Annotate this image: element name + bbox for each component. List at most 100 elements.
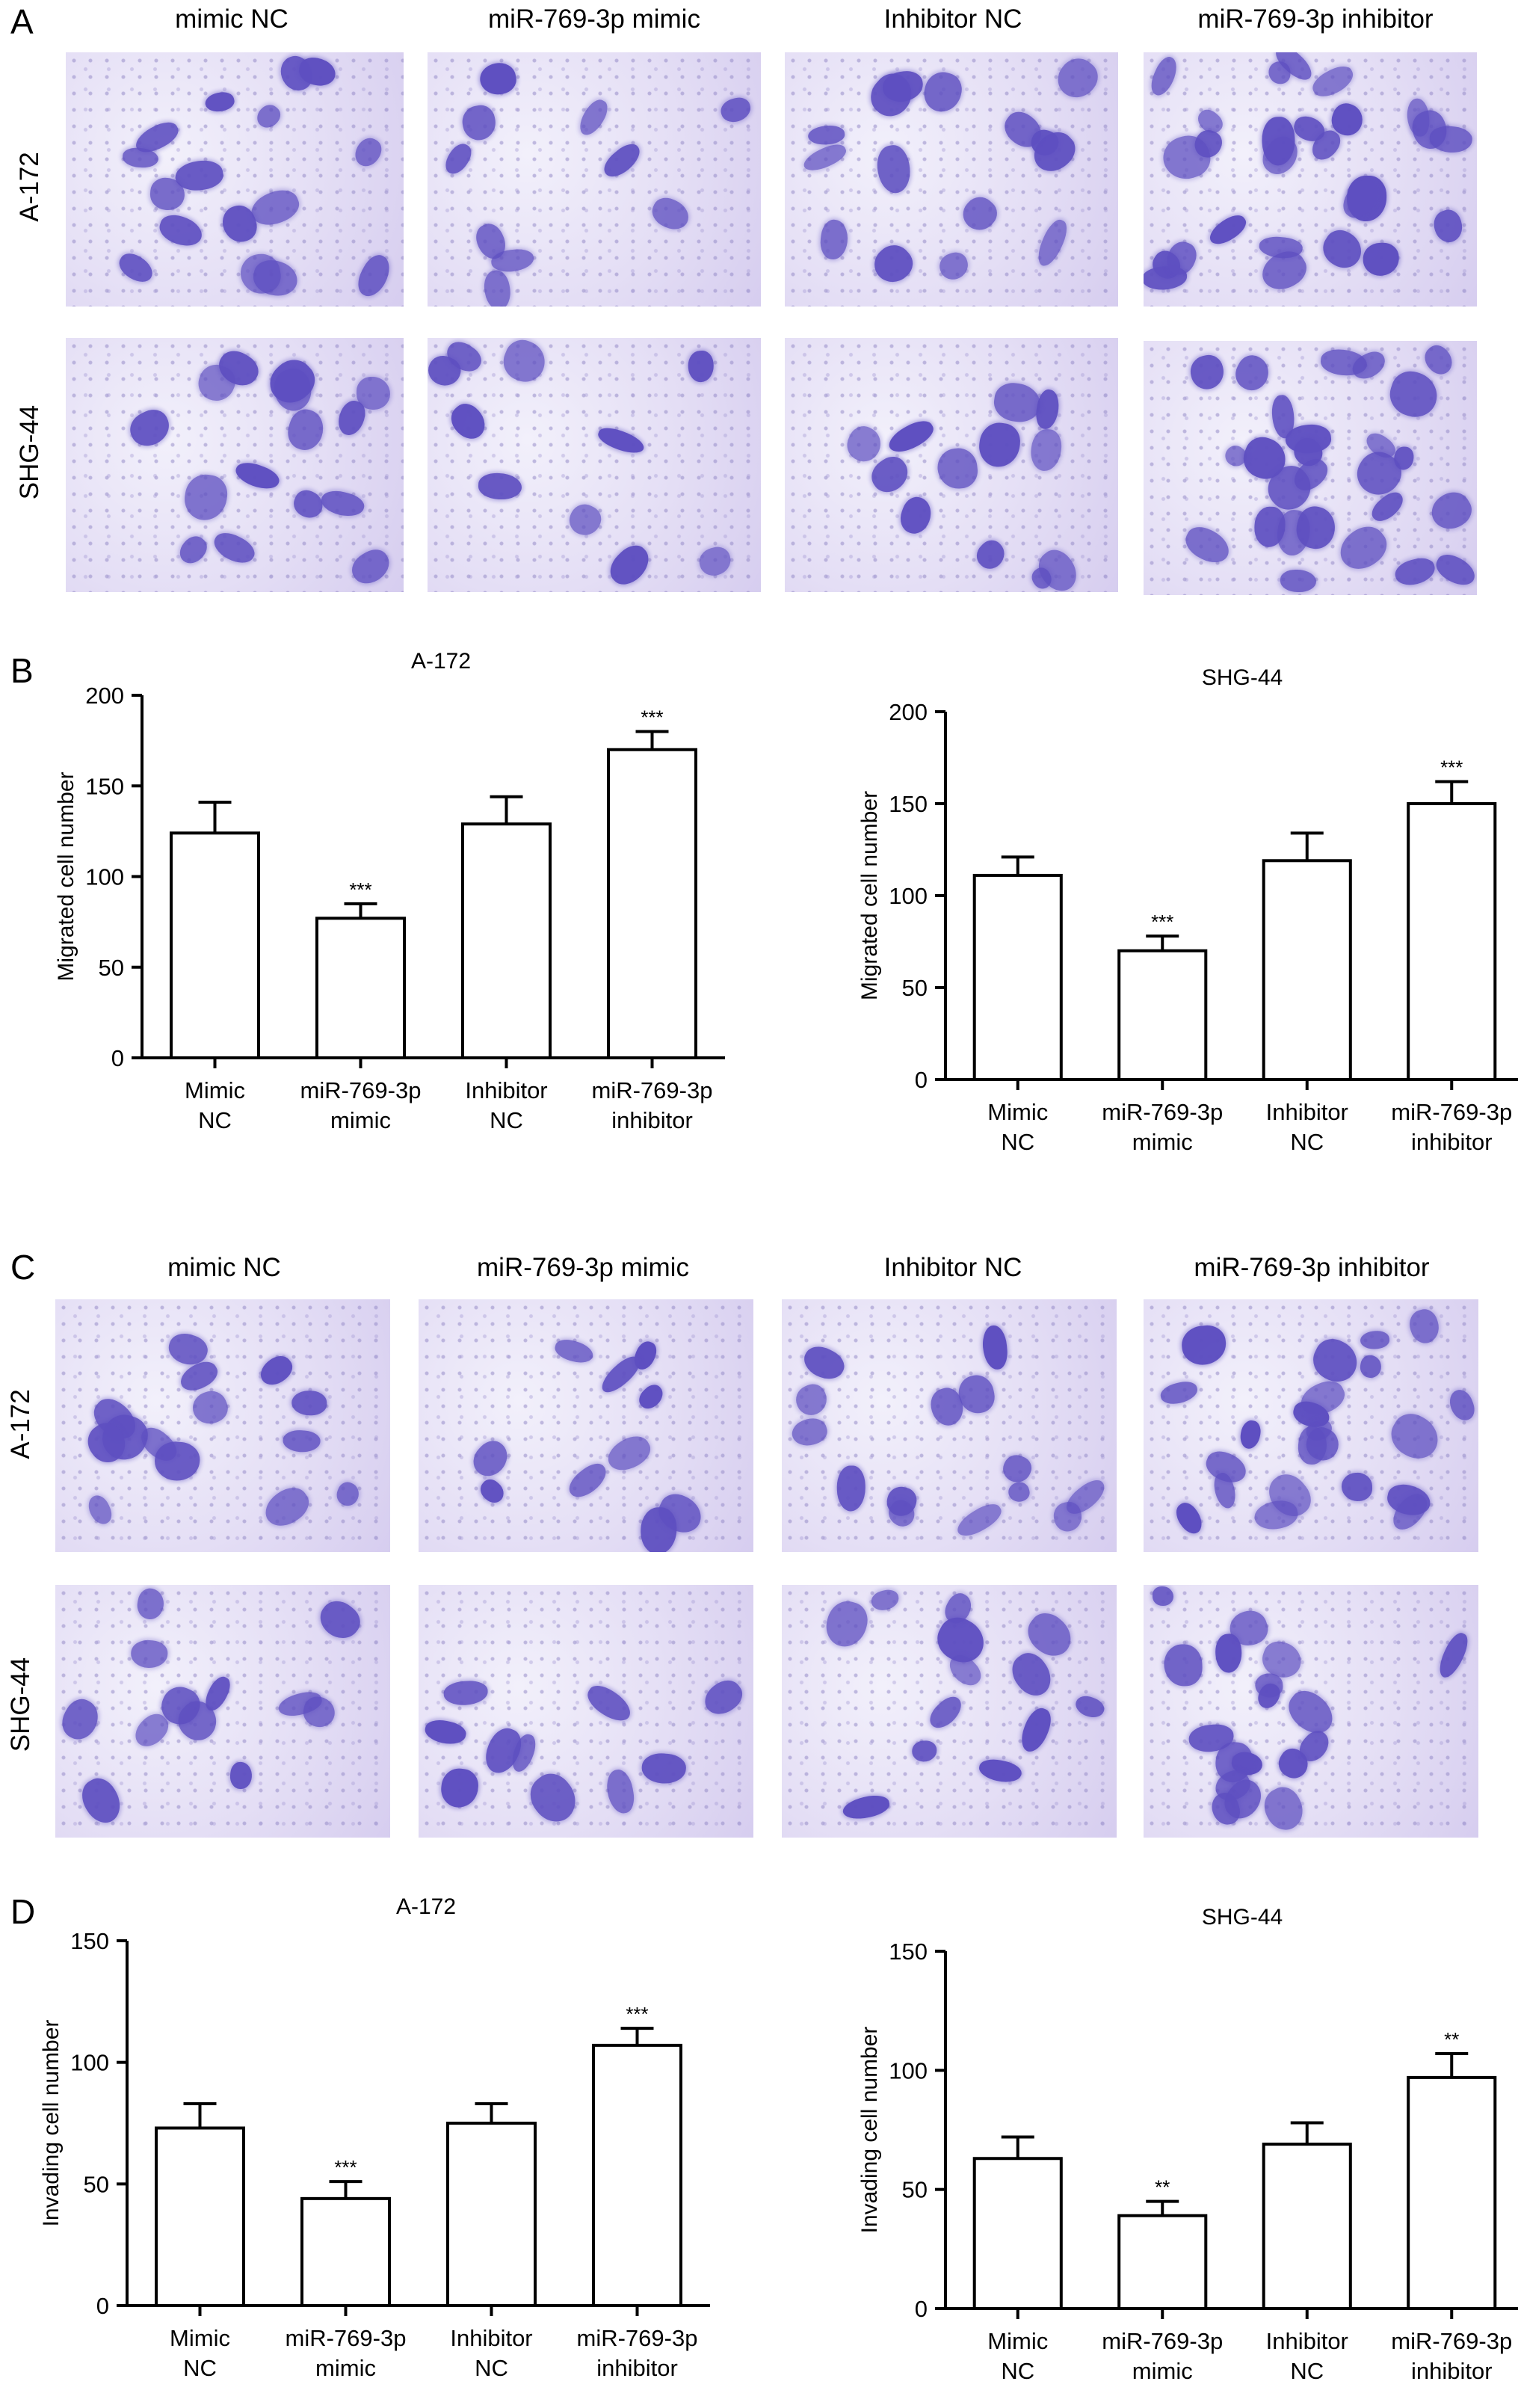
x-tick-label: Mimic <box>185 1077 245 1103</box>
x-tick-label: inhibitor <box>1411 1129 1493 1155</box>
x-tick-label: miR-769-3p <box>592 1077 713 1103</box>
micrograph <box>419 1299 753 1552</box>
bar <box>461 822 552 1060</box>
bar <box>592 2043 682 2307</box>
significance-label: *** <box>1440 756 1463 778</box>
x-tick-label: miR-769-3p <box>1391 2328 1512 2354</box>
chart-title: SHG-44 <box>1202 1905 1283 1930</box>
y-axis-label: Migrated cell number <box>54 772 78 981</box>
col-title-mir-mimic: miR-769-3p mimic <box>488 4 700 34</box>
micrograph <box>1144 52 1477 307</box>
x-tick-label: inhibitor <box>596 2355 678 2381</box>
bar <box>1262 859 1352 1081</box>
x-tick-label: Mimic <box>987 2328 1048 2354</box>
micrograph <box>785 52 1118 307</box>
bar <box>1407 802 1497 1081</box>
micrograph <box>55 1299 390 1552</box>
stained-cell <box>1153 1586 1173 1606</box>
y-tick-label: 100 <box>85 864 124 890</box>
micrograph <box>428 52 761 307</box>
bar <box>1117 949 1208 1081</box>
chart-svg: A-172 0 50 100 150 Invading cell number Mimic N… <box>39 1894 710 2381</box>
col-title-inhibitor-nc: Inhibitor NC <box>883 1253 1022 1282</box>
y-tick-label: 100 <box>70 2050 109 2076</box>
y-axis-label: Migrated cell number <box>857 791 882 1000</box>
y-tick-label: 200 <box>889 699 928 725</box>
micrograph <box>782 1585 1117 1838</box>
bar <box>1407 2075 1497 2310</box>
row-label-shg44: SHG-44 <box>6 1657 35 1752</box>
y-tick-label: 50 <box>99 955 124 981</box>
bar <box>1117 2214 1208 2310</box>
x-tick-label: miR-769-3p <box>286 2325 407 2351</box>
x-tick-label: Inhibitor <box>1266 1099 1348 1125</box>
micrograph <box>782 1299 1117 1552</box>
chart-title: A-172 <box>411 649 471 674</box>
chart-svg: SHG-44 0 50 100 150 Invading cell number Mimic… <box>857 1905 1518 2384</box>
x-tick-label: NC <box>183 2355 217 2381</box>
bar <box>170 831 260 1060</box>
col-title-mimic-nc: mimic NC <box>175 4 289 34</box>
row-label-shg44: SHG-44 <box>15 404 44 500</box>
bar <box>1262 2143 1352 2310</box>
significance-label: *** <box>334 2156 357 2178</box>
x-tick-label: miR-769-3p <box>1391 1099 1512 1125</box>
y-axis-label: Invading cell number <box>39 2020 64 2227</box>
micrograph <box>1144 1299 1478 1552</box>
y-tick-label: 150 <box>889 791 928 817</box>
chart-svg: A-172 0 50 100 150 200 Migrated cell number Mim… <box>54 649 725 1133</box>
x-tick-label: Mimic <box>170 2325 230 2351</box>
col-title-inhibitor-nc: Inhibitor NC <box>883 4 1022 34</box>
x-tick-label: mimic <box>330 1107 391 1133</box>
micrograph <box>55 1585 390 1838</box>
x-tick-label: NC <box>1290 1129 1324 1155</box>
micrograph <box>66 338 404 592</box>
x-tick-label: Inhibitor <box>1266 2328 1348 2354</box>
chart-d-shg44: SHG-44 0 50 100 150 Invading cell number Mimic… <box>0 1884 1518 2404</box>
row-label-a172: A-172 <box>15 152 44 222</box>
x-tick-label: Inhibitor <box>450 2325 532 2351</box>
x-tick-label: miR-769-3p <box>577 2325 698 2351</box>
micrograph <box>66 52 404 307</box>
x-tick-label: NC <box>1001 1129 1034 1155</box>
x-tick-label: miR-769-3p <box>1102 2328 1223 2354</box>
y-tick-label: 0 <box>915 1067 928 1093</box>
y-tick-label: 150 <box>70 1928 109 1954</box>
y-tick-label: 0 <box>111 1045 124 1071</box>
micrograph <box>419 1585 753 1838</box>
chart-b-shg44: SHG-44 0 50 100 150 200 Migrated cell number Mi… <box>0 643 1518 1166</box>
y-tick-label: 100 <box>889 883 928 909</box>
y-axis-label: Invading cell number <box>857 2027 882 2234</box>
y-tick-label: 0 <box>96 2293 109 2319</box>
y-tick-label: 150 <box>85 773 124 799</box>
col-title-mir-inhibitor: miR-769-3p inhibitor <box>1197 4 1434 34</box>
x-tick-label: mimic <box>1132 1129 1193 1155</box>
x-tick-label: mimic <box>315 2355 376 2381</box>
micrograph <box>785 338 1118 592</box>
x-tick-label: NC <box>1290 2358 1324 2384</box>
significance-label: *** <box>349 878 371 901</box>
x-tick-label: Inhibitor <box>465 1077 547 1103</box>
chart-svg: SHG-44 0 50 100 150 200 Migrated cell number Mi… <box>857 665 1518 1155</box>
x-tick-label: Mimic <box>987 1099 1048 1125</box>
y-tick-label: 100 <box>889 2057 928 2084</box>
col-title-mimic-nc: mimic NC <box>167 1253 281 1282</box>
micrograph <box>1144 341 1477 595</box>
significance-label: *** <box>1151 911 1173 933</box>
x-tick-label: NC <box>490 1107 523 1133</box>
panel-letter-c: C <box>10 1248 36 1287</box>
x-tick-label: NC <box>1001 2358 1034 2384</box>
y-tick-label: 200 <box>85 683 124 709</box>
row-label-a172: A-172 <box>6 1389 35 1459</box>
panel-letter-d: D <box>10 1892 36 1931</box>
significance-label: *** <box>641 706 663 729</box>
x-tick-label: NC <box>475 2355 508 2381</box>
chart-title: SHG-44 <box>1202 665 1283 690</box>
micrograph <box>1144 1585 1478 1838</box>
chart-title: A-172 <box>396 1894 456 1919</box>
x-tick-label: mimic <box>1132 2358 1193 2384</box>
significance-label: ** <box>1155 2176 1170 2199</box>
significance-label: ** <box>1444 2028 1459 2051</box>
col-title-mir-inhibitor: miR-769-3p inhibitor <box>1194 1253 1430 1282</box>
y-tick-label: 50 <box>902 2177 928 2203</box>
